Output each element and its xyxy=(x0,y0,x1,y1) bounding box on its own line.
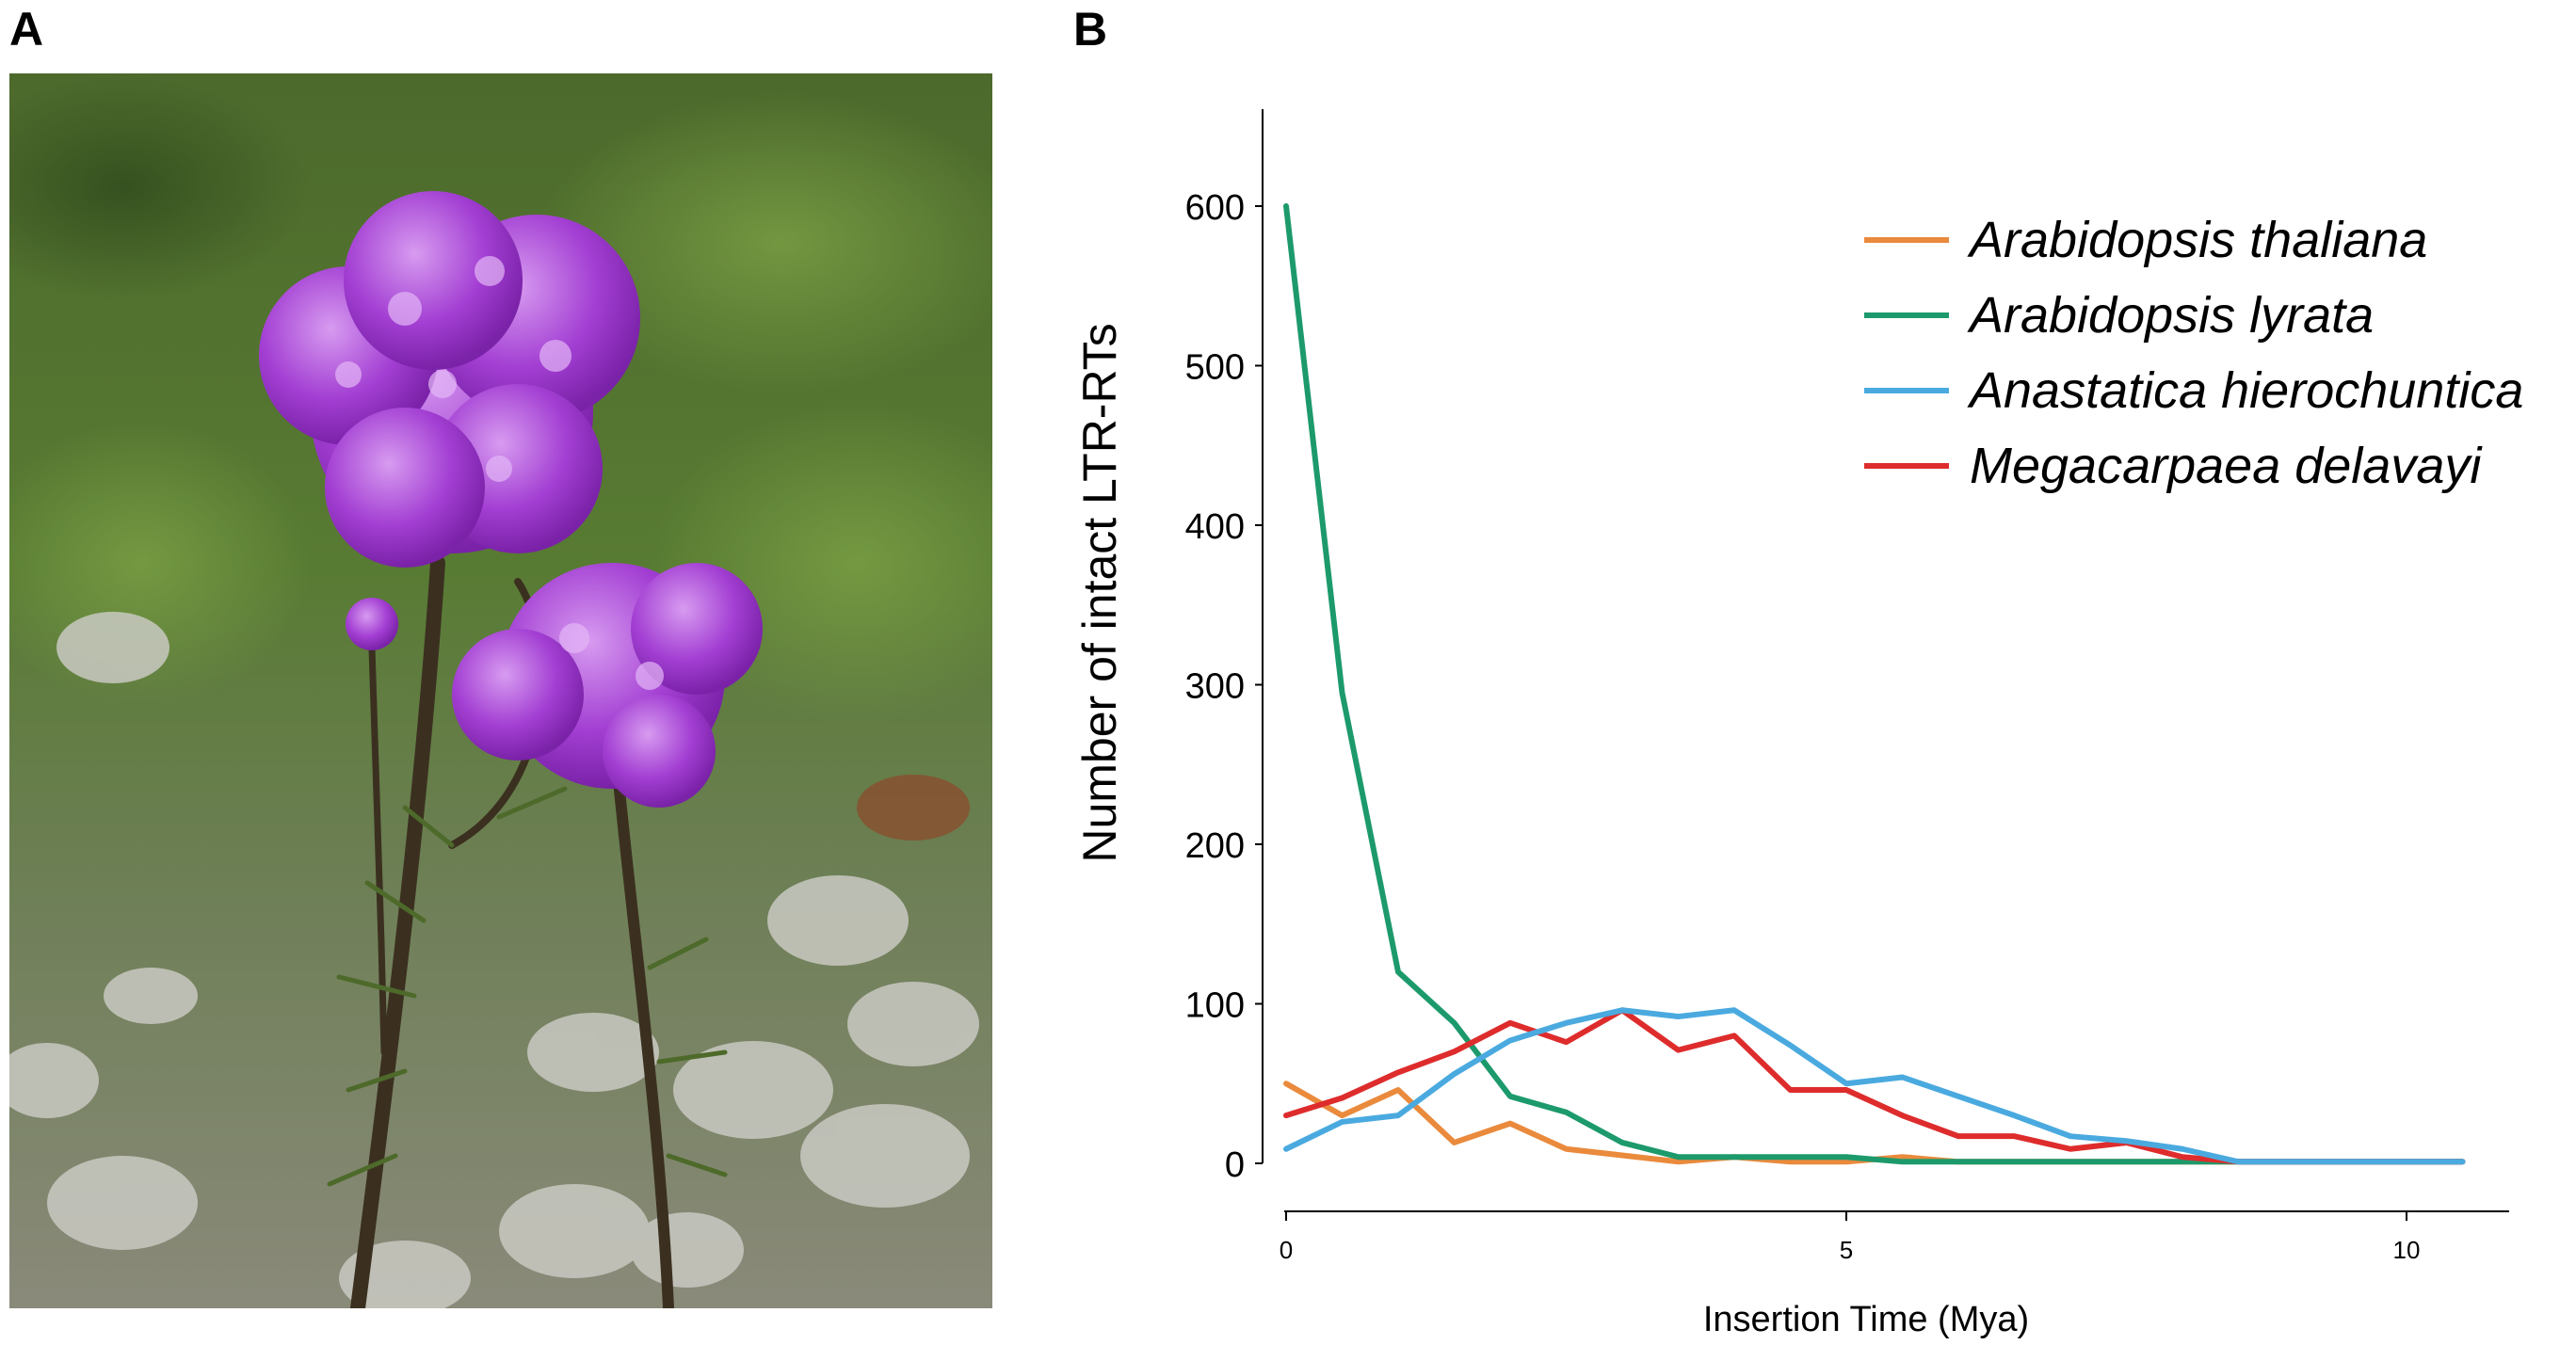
series-lines xyxy=(1283,203,2466,1165)
y-tick-label: 100 xyxy=(1185,986,1245,1026)
y-axis: 0 100 200 300 400 500 600 xyxy=(1185,109,1264,1185)
x-axis: 0 5 10 xyxy=(1280,1210,2509,1264)
x-tick-label: 0 xyxy=(1280,1236,1293,1264)
ltr-insertion-chart: 0 100 200 300 400 500 600 0 5 10 Arabidopsis tha… xyxy=(1073,109,2523,1339)
legend-label: Arabidopsis lyrata xyxy=(1967,287,2374,344)
y-tick-label: 300 xyxy=(1185,667,1245,707)
y-axis-label: Number of intact LTR-RTs xyxy=(1073,323,1126,862)
y-tick-label: 200 xyxy=(1185,826,1245,866)
y-tick-label: 600 xyxy=(1185,188,1245,228)
x-tick-label: 10 xyxy=(2393,1236,2421,1264)
panel-label-a: A xyxy=(9,3,44,56)
legend-label: Anastatica hierochuntica xyxy=(1967,362,2523,419)
legend-label: Megacarpaea delavayi xyxy=(1970,438,2483,494)
x-axis-label: Insertion Time (Mya) xyxy=(1703,1300,2029,1339)
legend-label: Arabidopsis thaliana xyxy=(1967,212,2427,268)
panel-label-b: B xyxy=(1073,3,1108,56)
series-line-3 xyxy=(1283,1007,2466,1165)
y-tick-label: 0 xyxy=(1225,1145,1245,1185)
y-tick-label: 400 xyxy=(1185,507,1245,547)
legend: Arabidopsis thaliana Arabidopsis lyrata An… xyxy=(1864,212,2523,494)
flower-photo xyxy=(9,73,992,1308)
series-line-1 xyxy=(1283,1081,2466,1165)
x-tick-label: 5 xyxy=(1840,1236,1853,1264)
series-line-2 xyxy=(1283,203,2466,1165)
y-tick-label: 500 xyxy=(1185,348,1245,388)
